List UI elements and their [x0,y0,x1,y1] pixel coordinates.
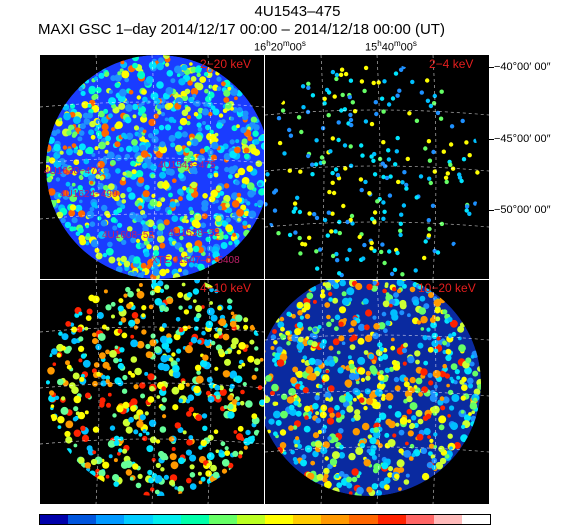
band-label-2-4kev: 2−4 keV [429,57,474,71]
source-label-xtej1547: XTE J1547–0−5408 [151,255,240,266]
color-scale-step [293,515,322,524]
color-scale-step [377,515,406,524]
sky-image-2-20kev [40,55,264,279]
band-label-2-20kev: 2−20 keV [200,57,252,71]
color-scale-step [68,515,97,524]
panel-10-20kev [265,280,489,504]
color-scale-step [405,515,434,524]
dec-tick-2 [488,139,494,140]
sky-image-4-10kev [40,280,264,504]
panel-2-20kev [40,55,264,279]
sky-image-10-20kev [265,280,489,504]
color-scale-step [40,515,69,524]
color-scale-step [180,515,209,524]
panel-2-4kev [265,55,489,279]
color-scale-step [433,515,462,524]
source-title: 4U1543–475 [254,3,341,20]
observation-subtitle: MAXI GSC 1–day 2014/12/17 00:00 – 2014/1… [38,21,445,38]
source-label-4u1624: 4U1624−490 [60,189,118,200]
source-label-4u1543: 4U1543−475 [158,160,216,171]
panel-divider-horizontal [40,279,489,280]
band-label-4-10kev: 4−10 keV [200,281,252,295]
sky-map: 2−20 keV 2−4 keV 4−10 keV 10−20 keV 4U16… [40,55,489,504]
color-scale-step [265,515,294,524]
dec-tick-label-1: −40°00′ 00″ [494,61,551,73]
source-label-4u1538: 4U1538−52 [168,228,220,239]
color-scale-step [152,515,181,524]
source-label-4u1608: 4U1608−52 [102,230,154,241]
color-scale-step [208,515,237,524]
color-scale-step [236,515,265,524]
color-scale-bar [39,514,491,525]
color-scale-step [96,515,125,524]
dec-tick-3 [488,210,494,211]
color-scale-step [321,515,350,524]
dec-tick-label-2: −45°00′ 00″ [494,133,551,145]
color-scale-step [124,515,153,524]
color-scale-step [461,515,490,524]
source-label-4u1630: 4U1630−472 [44,166,102,177]
band-label-10-20kev: 10−20 keV [418,281,476,295]
ra-tick-label-1: 16h20m00s [254,39,306,54]
color-scale-step [349,515,378,524]
dec-tick-1 [488,67,494,68]
ra-tick-label-2: 15h40m00s [365,39,417,54]
sky-image-2-4kev [265,55,489,279]
panel-4-10kev [40,280,264,504]
dec-tick-label-3: −50°00′ 00″ [494,204,551,216]
